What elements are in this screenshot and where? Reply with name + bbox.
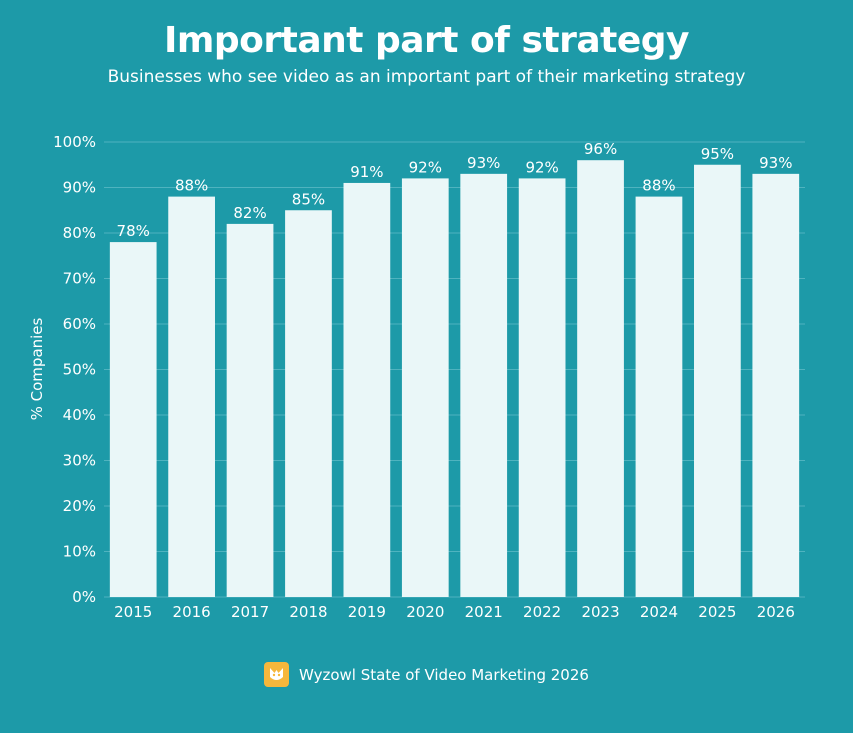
data-label-2017: 82%: [233, 204, 266, 222]
x-axis-ticks: 2015 2016 2017 2018 2019 2020 2021 2022 2023 2024…: [114, 603, 795, 621]
bar-2019: [343, 182, 391, 597]
wyzowl-owl-logo-icon: [264, 662, 290, 687]
y-tick-label: 70%: [63, 270, 96, 288]
y-axis-label: % Companies: [28, 317, 46, 420]
bar-chart: 78% 88% 82% 85% 91% 92% 93% 92% 96% 88% 95% 93% 0% 1…: [28, 133, 805, 621]
x-tick-label: 2019: [348, 603, 386, 621]
bar-2026: [752, 173, 800, 597]
data-label-2023: 96%: [584, 140, 617, 158]
x-tick-label: 2023: [581, 603, 619, 621]
x-tick-label: 2021: [465, 603, 503, 621]
data-label-2021: 93%: [467, 154, 500, 172]
x-tick-label: 2018: [289, 603, 327, 621]
y-tick-label: 30%: [63, 452, 96, 470]
bar-2016: [168, 196, 215, 597]
x-tick-label: 2024: [640, 603, 678, 621]
bars: [109, 160, 800, 597]
y-tick-label: 0%: [72, 588, 96, 606]
y-tick-label: 20%: [63, 497, 96, 515]
x-tick-label: 2025: [698, 603, 736, 621]
y-axis-ticks: 0% 10% 20% 30% 40% 50% 60% 70% 80% 90% 100%: [53, 133, 96, 606]
x-tick-label: 2016: [173, 603, 211, 621]
data-label-2016: 88%: [175, 177, 208, 195]
bar-2021: [460, 173, 508, 597]
y-tick-label: 80%: [63, 224, 96, 242]
bar-2020: [401, 178, 449, 597]
y-tick-label: 100%: [53, 133, 96, 151]
chart-title: Important part of strategy: [163, 20, 690, 61]
bar-2017: [226, 223, 274, 597]
source-text: Wyzowl State of Video Marketing 2026: [299, 665, 589, 684]
data-label-2015: 78%: [117, 222, 150, 240]
data-labels: 78% 88% 82% 85% 91% 92% 93% 92% 96% 88% 95% 93%: [117, 140, 793, 240]
y-tick-label: 40%: [63, 406, 96, 424]
y-tick-label: 50%: [63, 361, 96, 379]
data-label-2022: 92%: [525, 158, 558, 176]
data-label-2019: 91%: [350, 163, 383, 181]
data-label-2024: 88%: [642, 177, 675, 195]
y-tick-label: 10%: [63, 543, 96, 561]
bar-2022: [518, 178, 566, 597]
x-tick-label: 2026: [757, 603, 795, 621]
data-label-2025: 95%: [701, 145, 734, 163]
bar-2024: [635, 196, 683, 597]
data-label-2026: 93%: [759, 154, 792, 172]
bar-2025: [694, 164, 741, 597]
x-tick-label: 2020: [406, 603, 444, 621]
source-footer: Wyzowl State of Video Marketing 2026: [0, 662, 853, 687]
y-tick-label: 60%: [63, 315, 96, 333]
chart-subtitle: Businesses who see video as an important…: [107, 67, 746, 87]
bar-2023: [577, 160, 624, 597]
x-tick-label: 2015: [114, 603, 152, 621]
bar-2018: [285, 210, 332, 597]
bar-2015: [109, 242, 157, 597]
x-tick-label: 2022: [523, 603, 561, 621]
gridlines: [104, 141, 805, 598]
y-tick-label: 90%: [63, 179, 96, 197]
data-label-2018: 85%: [292, 190, 325, 208]
x-tick-label: 2017: [231, 603, 269, 621]
data-label-2020: 92%: [409, 158, 442, 176]
